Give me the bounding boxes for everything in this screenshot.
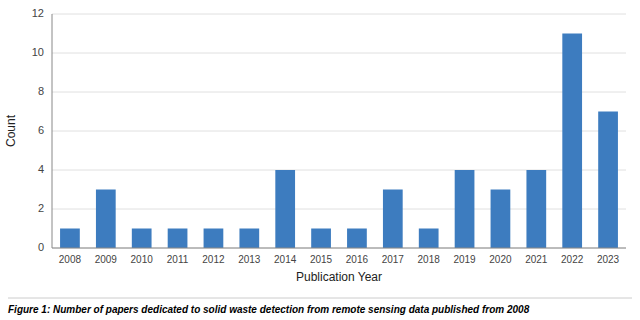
grid-line bbox=[52, 248, 626, 249]
x-tick-label: 2022 bbox=[561, 254, 584, 265]
x-tick-label: 2023 bbox=[597, 254, 620, 265]
bar bbox=[311, 229, 331, 249]
bar bbox=[204, 229, 224, 249]
x-ticks: 2008 2009 2010 2011 2012 2013 2014 2015 2016 2017… bbox=[59, 254, 620, 265]
bar bbox=[132, 229, 152, 249]
bars bbox=[60, 34, 618, 249]
x-tick-label: 2016 bbox=[346, 254, 369, 265]
x-tick-label: 2008 bbox=[59, 254, 82, 265]
bar bbox=[455, 170, 475, 248]
bar bbox=[562, 34, 582, 249]
x-tick-label: 2009 bbox=[95, 254, 118, 265]
x-axis-label: Publication Year bbox=[296, 270, 382, 284]
grid bbox=[52, 14, 626, 248]
x-tick-label: 2017 bbox=[382, 254, 405, 265]
bar bbox=[598, 112, 618, 249]
bar bbox=[347, 229, 367, 249]
x-tick-label: 2012 bbox=[202, 254, 225, 265]
bar bbox=[239, 229, 259, 249]
bar bbox=[491, 190, 511, 249]
y-tick-label: 10 bbox=[32, 46, 44, 58]
bar bbox=[419, 229, 439, 249]
y-tick-label: 12 bbox=[32, 7, 44, 19]
bar bbox=[526, 170, 546, 248]
x-tick-label: 2015 bbox=[310, 254, 333, 265]
chart-container: 0 2 4 6 8 10 12 2008 2009 2010 2011 2012 2013 2014 201… bbox=[0, 0, 640, 320]
bar bbox=[96, 190, 116, 249]
x-tick-label: 2019 bbox=[453, 254, 476, 265]
bar bbox=[383, 190, 403, 249]
x-axis-line bbox=[52, 248, 626, 249]
y-ticks: 0 2 4 6 8 10 12 bbox=[32, 7, 44, 253]
grid-line bbox=[52, 92, 626, 93]
chart-svg: 0 2 4 6 8 10 12 2008 2009 2010 2011 2012 2013 2014 201… bbox=[0, 0, 640, 320]
x-tick-label: 2021 bbox=[525, 254, 548, 265]
page: {"chart_data": {"type": "bar", "title": … bbox=[0, 0, 640, 320]
x-tick-label: 2010 bbox=[131, 254, 154, 265]
separator bbox=[8, 298, 632, 299]
bar bbox=[168, 229, 188, 249]
x-tick-label: 2011 bbox=[167, 254, 189, 265]
grid-line bbox=[52, 131, 626, 132]
y-tick-label: 6 bbox=[38, 124, 44, 136]
grid-line bbox=[52, 53, 626, 54]
grid-line bbox=[52, 14, 626, 15]
x-tick-label: 2014 bbox=[274, 254, 297, 265]
y-tick-label: 0 bbox=[38, 241, 44, 253]
x-tick-label: 2013 bbox=[238, 254, 261, 265]
y-axis-line bbox=[52, 14, 53, 248]
bar bbox=[60, 229, 80, 249]
y-tick-label: 4 bbox=[38, 163, 44, 175]
y-axis-label: Count bbox=[4, 114, 18, 147]
bar bbox=[275, 170, 295, 248]
y-tick-label: 2 bbox=[38, 202, 44, 214]
x-tick-label: 2020 bbox=[489, 254, 512, 265]
chart-title: Figure 1: Number of papers dedicated to … bbox=[8, 304, 530, 315]
x-tick-label: 2018 bbox=[418, 254, 441, 265]
y-tick-label: 8 bbox=[38, 85, 44, 97]
